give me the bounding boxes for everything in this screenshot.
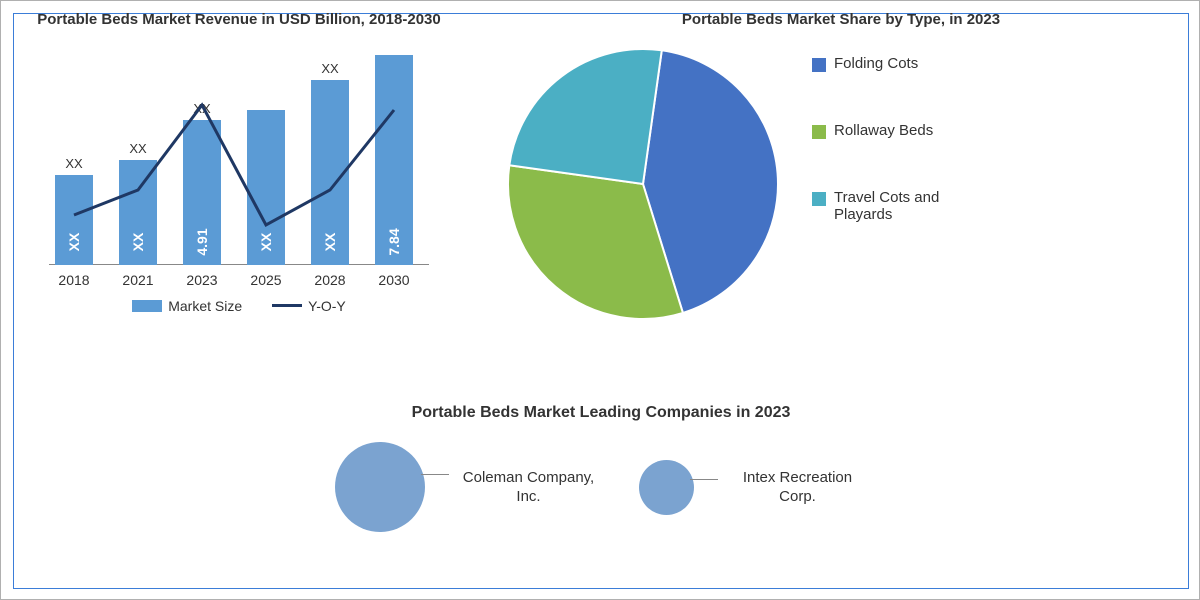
- pie-legend-label: Rollaway Beds: [834, 122, 933, 139]
- pie-legend-item: Folding Cots: [812, 55, 992, 72]
- pie-chart-panel: Portable Beds Market Share by Type, in 2…: [464, 14, 1188, 394]
- x-axis-label: 2018: [58, 272, 89, 288]
- bar-chart-title: Portable Beds Market Revenue in USD Bill…: [24, 10, 454, 30]
- pie-chart-title: Portable Beds Market Share by Type, in 2…: [504, 10, 1178, 30]
- bar: XX: [247, 110, 285, 265]
- company-bubble-item: Coleman Company, Inc.: [335, 442, 599, 532]
- x-axis-label: 2028: [314, 272, 345, 288]
- x-axis-label: 2030: [378, 272, 409, 288]
- bar-top-label: XX: [193, 101, 210, 116]
- company-bubble-item: Intex Recreation Corp.: [639, 442, 868, 532]
- bar-value-label: XX: [258, 232, 274, 251]
- company-bubble: [639, 460, 694, 515]
- bar: 7.84: [375, 55, 413, 265]
- bar-top-label: XX: [65, 156, 82, 171]
- pie-wrap: Folding Cots Rollaway Beds Travel Cots and…: [504, 45, 1178, 323]
- companies-section: Portable Beds Market Leading Companies i…: [14, 394, 1188, 532]
- infographic-frame: Portable Beds Market Revenue in USD Bill…: [13, 13, 1189, 589]
- bar-chart-legend: Market Size Y-O-Y: [24, 298, 454, 314]
- bar-value-label: 7.84: [386, 228, 402, 255]
- legend-yoy: Y-O-Y: [272, 298, 346, 314]
- company-label: Coleman Company, Inc.: [459, 468, 599, 507]
- bar-chart-plot: XXXXXXXX4.91XXXXXXXX7.84 201820212023202…: [29, 40, 449, 290]
- line-swatch: [272, 304, 302, 307]
- pie-legend-label: Travel Cots and Playards: [834, 189, 992, 223]
- bubble-leader-line: [421, 474, 449, 475]
- pie-legend: Folding Cots Rollaway Beds Travel Cots and…: [812, 55, 992, 223]
- company-bubble: [335, 442, 425, 532]
- bar-top-label: XX: [321, 61, 338, 76]
- bar-value-label: XX: [322, 232, 338, 251]
- legend-line-label: Y-O-Y: [308, 298, 346, 314]
- pie-legend-item: Travel Cots and Playards: [812, 189, 992, 223]
- x-axis-label: 2021: [122, 272, 153, 288]
- bar-value-label: XX: [130, 232, 146, 251]
- bar-value-label: XX: [66, 232, 82, 251]
- bar: XXXX: [119, 160, 157, 265]
- bar-swatch: [132, 300, 162, 312]
- bar: XXXX: [311, 80, 349, 265]
- top-row: Portable Beds Market Revenue in USD Bill…: [14, 14, 1188, 394]
- companies-title: Portable Beds Market Leading Companies i…: [54, 404, 1148, 422]
- legend-bar-label: Market Size: [168, 298, 242, 314]
- x-axis-label: 2023: [186, 272, 217, 288]
- pie-legend-item: Rollaway Beds: [812, 122, 992, 139]
- bar: XXXX: [55, 175, 93, 265]
- bar-chart-panel: Portable Beds Market Revenue in USD Bill…: [14, 14, 464, 394]
- pie-legend-swatch: [812, 58, 826, 72]
- pie-chart: [504, 45, 782, 323]
- legend-market-size: Market Size: [132, 298, 242, 314]
- company-bubbles: Coleman Company, Inc. Intex Recreation Co…: [54, 442, 1148, 532]
- pie-legend-swatch: [812, 192, 826, 206]
- company-label: Intex Recreation Corp.: [728, 468, 868, 507]
- pie-legend-label: Folding Cots: [834, 55, 918, 72]
- pie-slice: [509, 49, 661, 184]
- bar: 4.91XX: [183, 120, 221, 265]
- x-axis-label: 2025: [250, 272, 281, 288]
- pie-legend-swatch: [812, 125, 826, 139]
- bar-area: XXXXXXXX4.91XXXXXXXX7.84: [49, 55, 429, 265]
- bubble-leader-line: [690, 479, 718, 480]
- bar-top-label: XX: [129, 141, 146, 156]
- bar-value-label: 4.91: [194, 228, 210, 255]
